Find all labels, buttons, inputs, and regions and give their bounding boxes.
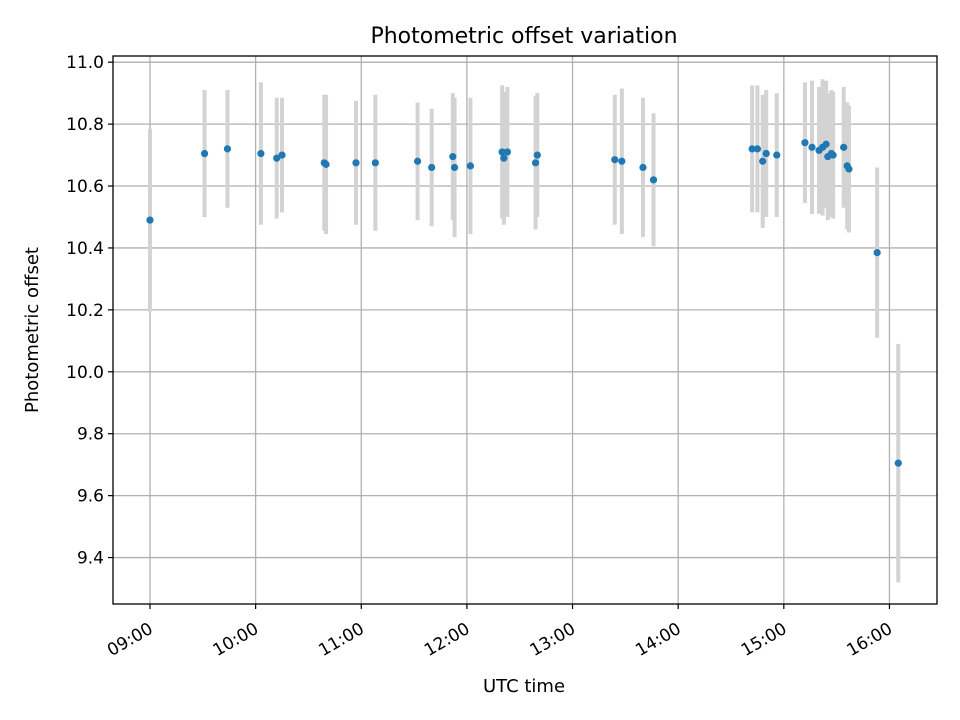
data-point [748,145,756,153]
data-point [498,148,506,156]
data-point [503,148,511,156]
data-point [840,143,848,151]
y-tick-label: 10.2 [66,301,104,321]
data-point [639,163,647,172]
data-point [845,165,853,173]
data-point [759,157,767,165]
y-tick-label: 10.8 [66,115,104,135]
y-tick-label: 10.0 [66,363,104,383]
grid-layer [113,56,937,604]
data-point [257,149,265,158]
data-point [322,160,330,168]
plot-frame [112,55,938,605]
data-point [223,145,232,153]
x-tick-label: 11:00 [315,619,367,661]
data-point [829,151,837,159]
data-point [273,154,281,162]
data-point [449,153,457,161]
data-point [649,176,658,184]
data-point [450,163,459,172]
data-point [533,151,541,159]
data-point [753,145,762,153]
data-point [500,154,508,162]
x-tick-label: 12:00 [421,619,473,661]
x-axis-label: UTC time [483,676,565,697]
data-point [611,156,619,164]
data-point [773,151,781,159]
data-point [428,163,436,172]
y-tick-label: 9.8 [77,425,104,445]
data-point [801,139,809,147]
data-point [894,459,902,467]
data-point [200,149,209,158]
data-point [146,216,154,224]
chart-title: Photometric offset variation [370,24,677,49]
y-tick-label: 11.0 [66,53,104,73]
y-axis-label: Photometric offset [22,247,43,413]
x-tick-label: 16:00 [844,619,896,661]
data-point [762,149,770,158]
data-point [531,159,540,167]
y-tick-label: 10.4 [66,239,104,259]
data-point [413,157,422,165]
data-point [808,143,816,151]
data-point [822,140,830,148]
x-tick-label: 15:00 [738,619,790,661]
data-point [278,151,286,159]
data-point [371,159,379,167]
data-point [873,248,881,257]
y-tick-label: 10.6 [66,177,104,197]
x-tick-label: 10:00 [210,619,262,661]
data-point [352,159,360,167]
x-tick-label: 14:00 [632,619,684,661]
tick-layer: 09:00 10:00 11:00 12:00 13:00 14:00 15:00 16:00… [66,53,896,661]
x-tick-label: 13:00 [527,619,579,661]
data-point [618,157,626,165]
data-point [466,162,475,170]
y-tick-label: 9.4 [77,549,104,569]
y-tick-label: 9.6 [77,487,104,507]
point-layer [146,139,902,467]
x-tick-label: 09:00 [104,619,156,661]
